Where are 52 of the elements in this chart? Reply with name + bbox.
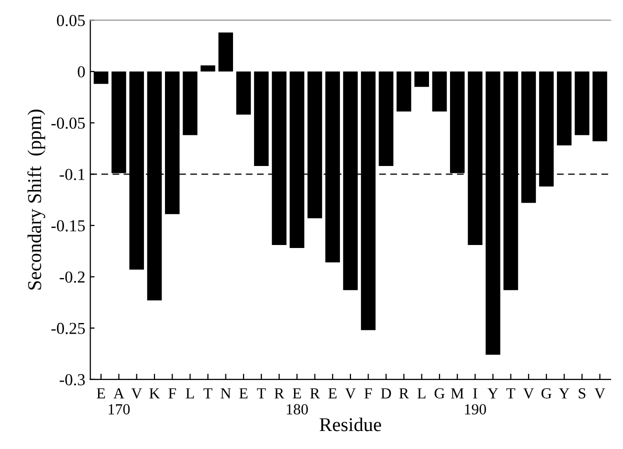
- x-tick-label: V: [131, 388, 142, 399]
- bar: [592, 72, 608, 142]
- x-tick-label: T: [506, 388, 516, 398]
- x-tick-label: V: [523, 388, 534, 399]
- x-tick-label: V: [594, 388, 606, 399]
- x-tick-label: T: [204, 388, 212, 398]
- bar: [236, 72, 251, 115]
- x-tick-label: K: [149, 388, 160, 398]
- y-tick-label: -0.2: [60, 271, 85, 283]
- y-tick-label: -0.15: [51, 220, 85, 232]
- bar: [218, 32, 234, 72]
- x-tick-label: E 180: [286, 388, 308, 414]
- y-tick-label: -0.05: [51, 118, 85, 129]
- x-tick-label: I 190: [465, 388, 486, 414]
- bar: [378, 72, 394, 166]
- bar: [200, 65, 216, 72]
- x-tick-label: R: [310, 388, 320, 398]
- y-tick-label: -0.25: [51, 322, 85, 334]
- bar: [94, 72, 108, 84]
- bar: [396, 72, 412, 112]
- x-tick-label: Y: [488, 388, 498, 398]
- bar: [182, 72, 198, 136]
- y-tick-label: -0.1: [60, 168, 84, 180]
- x-tick-label: G: [434, 388, 445, 398]
- y-tick-label: 0.05: [56, 14, 85, 26]
- x-tick-label: F: [364, 388, 372, 398]
- bar: [254, 72, 269, 166]
- x-tick-label: L: [417, 388, 426, 398]
- x-tick-label: R: [274, 388, 284, 398]
- x-tick-label: E: [328, 388, 337, 398]
- x-tick-label: L: [186, 388, 194, 398]
- x-tick-label: G: [542, 388, 552, 398]
- x-tick-label: D: [380, 388, 391, 398]
- x-tick-label: A 170: [108, 388, 130, 414]
- x-tick-label: N: [220, 388, 231, 398]
- x-axis-title: Residue: [320, 418, 382, 432]
- x-tick-label: R: [399, 388, 409, 398]
- bar: [432, 72, 447, 112]
- x-tick-label: F: [168, 388, 176, 398]
- y-tick-label: 0: [78, 66, 85, 78]
- bar: [556, 72, 572, 146]
- x-tick-label: M: [450, 388, 464, 398]
- x-tick-label: S: [578, 388, 586, 398]
- x-tick-label: V: [345, 388, 356, 399]
- y-tick-label: -0.3: [60, 374, 85, 386]
- x-tick-label: Y: [558, 388, 570, 398]
- y-axis-title: Secondary Shift (ppm): [27, 110, 46, 290]
- x-tick-label: E: [239, 388, 248, 398]
- x-tick-label: T: [256, 388, 266, 398]
- bar: [574, 72, 590, 136]
- x-tick-label: E: [96, 388, 105, 398]
- bar: [414, 72, 430, 87]
